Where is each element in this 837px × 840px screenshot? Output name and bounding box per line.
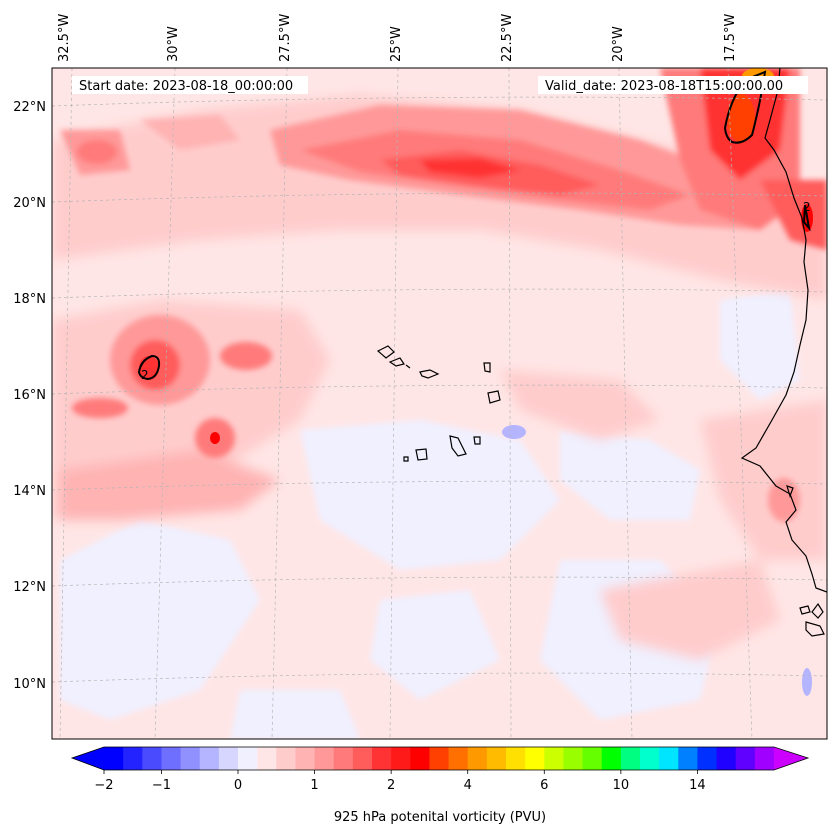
- colorbar-swatch: [314, 747, 335, 770]
- lat-label: 10°N: [13, 677, 46, 692]
- colorbar-swatch: [218, 747, 239, 770]
- contour-label-coast: 2: [803, 200, 811, 214]
- lat-label: 14°N: [13, 484, 46, 499]
- colorbar-swatch: [716, 747, 737, 770]
- colorbar-swatch: [486, 747, 507, 770]
- blue-spot: [502, 425, 526, 439]
- blue-spot-south: [802, 668, 812, 696]
- colorbar-swatch: [257, 747, 277, 770]
- colorbar-tick-label: 2: [387, 778, 395, 793]
- colorbar-swatch: [142, 747, 163, 770]
- vortex-core-south: [210, 432, 220, 444]
- lat-label: 16°N: [13, 388, 46, 403]
- colorbar-swatch: [544, 747, 565, 770]
- colorbar-swatch: [601, 747, 622, 770]
- colorbar-swatch: [123, 747, 143, 770]
- longitude-labels: 32.5°W 30°W 27.5°W 25°W 22.5°W 20°W 17.5…: [57, 14, 738, 62]
- colorbar-tick-label: 1: [310, 778, 318, 793]
- lon-label: 17.5°W: [723, 14, 738, 62]
- lon-label: 27.5°W: [278, 14, 293, 62]
- valid-date-label: Valid_date: 2023-08-18T15:00:00.00: [545, 79, 783, 94]
- negative-pv-areas: [60, 290, 800, 739]
- pv-contour-west: [137, 354, 161, 381]
- colorbar-swatch: [659, 747, 679, 770]
- colorbar-swatch: [525, 747, 545, 770]
- colorbar-tick-label: −2: [94, 778, 113, 793]
- lat-label: 18°N: [13, 292, 46, 307]
- colorbar-swatch: [448, 747, 469, 770]
- lon-label: 22.5°W: [500, 14, 515, 62]
- colorbar-swatch: [372, 747, 392, 770]
- colorbar-swatch: [640, 747, 660, 770]
- lat-label: 12°N: [13, 580, 46, 595]
- colorbar-swatch: [429, 747, 450, 770]
- colorbar-swatch: [620, 747, 641, 770]
- colorbar-swatch: [697, 747, 718, 770]
- lat-label: 22°N: [13, 100, 46, 115]
- colorbar-swatch: [563, 747, 584, 770]
- colorbar-swatch: [467, 747, 488, 770]
- coastlines: [376, 68, 827, 637]
- colorbar-swatch: [410, 747, 431, 770]
- colorbar-label: 925 hPa potenital vorticity (PVU): [334, 810, 546, 825]
- colorbar-swatch: [391, 747, 411, 770]
- start-date-box: [72, 76, 308, 94]
- pv-contour-coast: [802, 204, 811, 232]
- colorbar-swatch: [180, 747, 201, 770]
- cape-verde-santiago: [449, 435, 467, 457]
- map-panel[interactable]: 2 2: [52, 68, 827, 739]
- cape-verde-santo-antao: [376, 345, 395, 359]
- colorbar-tick-label: 10: [613, 778, 630, 793]
- latitude-labels: 22°N 20°N 18°N 16°N 14°N 12°N 10°N: [13, 100, 46, 692]
- colorbar-tick-label: 14: [689, 778, 706, 793]
- colorbar-swatch: [199, 747, 220, 770]
- colorbar-swatch: [506, 747, 526, 770]
- colorbar-tick-label: −1: [152, 778, 171, 793]
- colorbar-extend-max: [774, 747, 808, 770]
- graticule: [52, 68, 827, 739]
- colorbar: −2 −1 0 1 2 4 6 10 14 925 hPa potenital vorticit…: [70, 746, 810, 825]
- lat-label: 20°N: [13, 196, 46, 211]
- start-date-label: Start date: 2023-08-18_00:00:00: [79, 79, 293, 94]
- pv-jet-band: [60, 68, 827, 250]
- colorbar-swatch: [735, 747, 756, 770]
- lon-label: 20°W: [611, 26, 626, 62]
- africa-coast: [740, 68, 827, 593]
- colorbar-swatch: [295, 747, 316, 770]
- colorbar-swatch: [678, 747, 699, 770]
- contour-label-west: 2: [141, 368, 149, 382]
- colorbar-tick-label: 6: [540, 778, 548, 793]
- vortex-core-north: [727, 94, 755, 142]
- colorbar-swatch: [161, 747, 182, 770]
- colorbar-extend-min: [72, 747, 104, 770]
- colorbar-swatch: [582, 747, 603, 770]
- map-frame: [51, 67, 828, 740]
- valid-date-box: [538, 76, 808, 94]
- colorbar-tick-label: 4: [464, 778, 472, 793]
- colorbar-swatch: [754, 747, 775, 770]
- lon-label: 30°W: [166, 26, 181, 62]
- lon-label: 25°W: [389, 26, 404, 62]
- colorbar-swatch: [238, 747, 258, 770]
- colorbar-swatch: [104, 747, 124, 770]
- colorbar-swatch: [333, 747, 354, 770]
- colorbar-tick-label: 0: [234, 778, 242, 793]
- colorbar-swatch: [276, 747, 297, 770]
- colorbar-swatch: [352, 747, 373, 770]
- lon-label: 32.5°W: [57, 14, 72, 62]
